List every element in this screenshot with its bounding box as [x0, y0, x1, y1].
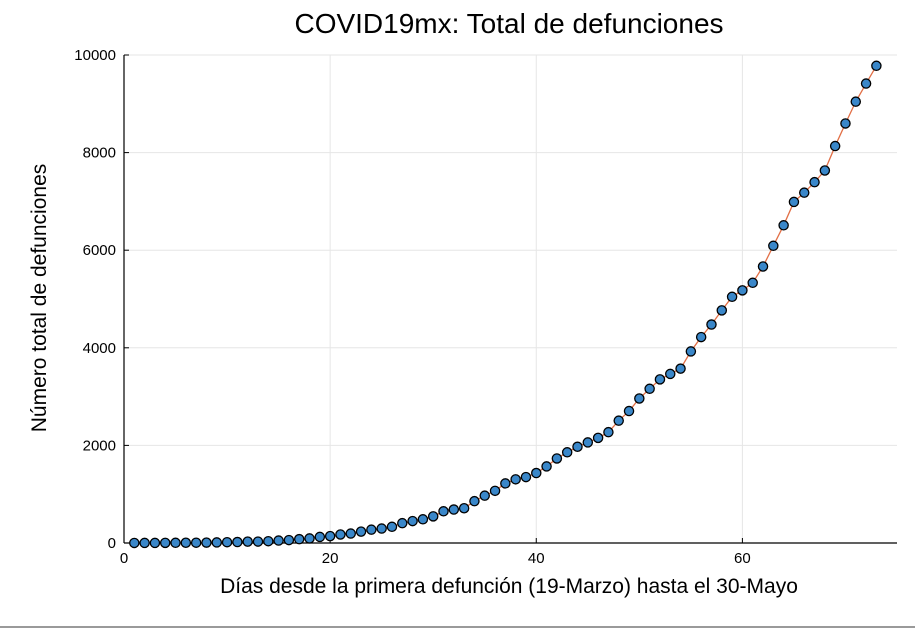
data-point [582, 437, 594, 448]
x-tick-label: 0 [120, 550, 128, 567]
data-point [665, 368, 676, 380]
data-point [417, 514, 429, 525]
data-point [768, 240, 779, 252]
data-point [572, 441, 583, 453]
data-point [293, 533, 305, 545]
data-point [510, 474, 521, 485]
data-point [685, 346, 697, 357]
x-tick-label: 40 [528, 550, 545, 567]
data-point [335, 529, 346, 540]
data-point [551, 453, 563, 464]
grid-lines [123, 54, 897, 544]
data-point [252, 536, 264, 547]
data-point [809, 176, 820, 188]
data-point [242, 536, 253, 547]
data-point [427, 511, 439, 522]
tick-labels: 0 20 40 60 0 2000 4000 6000 8000 10000 [74, 47, 750, 567]
data-point [232, 536, 243, 548]
data-point [386, 521, 398, 533]
data-point [778, 220, 789, 231]
data-point [819, 165, 831, 176]
data-point [757, 261, 769, 272]
data-point [695, 331, 707, 343]
data-point [273, 535, 284, 546]
data-point [324, 530, 336, 542]
x-tick-label: 20 [322, 550, 339, 567]
data-point [829, 140, 841, 152]
data-point [304, 533, 315, 544]
data-point [634, 393, 645, 404]
series-line [134, 65, 877, 544]
data-point [603, 426, 614, 438]
data-point [561, 447, 573, 458]
data-point [149, 537, 161, 549]
chart-title: COVID19mx: Total de defunciones [294, 8, 723, 39]
data-point [407, 515, 418, 527]
y-tick-label: 8000 [83, 145, 116, 162]
data-point [613, 415, 624, 426]
axes [123, 54, 897, 544]
data-point [139, 537, 150, 549]
x-tick-label: 60 [734, 550, 751, 567]
data-point [345, 528, 356, 539]
y-axis-label: Número total de defunciones [28, 164, 51, 433]
data-point [520, 471, 532, 483]
data-point [489, 485, 501, 497]
series-deaths [129, 60, 882, 549]
data-point [654, 374, 666, 385]
data-point [211, 537, 223, 548]
data-point [355, 526, 367, 537]
data-point [469, 495, 480, 507]
data-point [644, 383, 655, 395]
data-point [314, 531, 326, 543]
data-point [221, 536, 233, 548]
data-point [531, 467, 542, 479]
data-point [747, 277, 758, 289]
data-point [129, 537, 140, 549]
data-point [716, 305, 728, 316]
data-point [479, 490, 490, 501]
data-point [788, 196, 800, 208]
y-tick-label: 0 [108, 535, 116, 552]
data-point [201, 537, 212, 548]
y-tick-label: 6000 [83, 242, 116, 259]
data-point [860, 78, 872, 89]
data-point [366, 524, 377, 535]
y-tick-label: 2000 [83, 437, 116, 454]
data-point [376, 523, 387, 534]
data-point [675, 363, 686, 374]
data-point [541, 461, 552, 472]
y-tick-label: 4000 [83, 340, 116, 357]
x-axis-label: Días desde la primera defunción (19-Marz… [220, 575, 798, 598]
data-point [180, 537, 192, 549]
data-point [283, 534, 295, 546]
data-point [448, 504, 460, 515]
data-point [623, 405, 635, 417]
data-point [500, 478, 511, 489]
data-point [840, 118, 851, 129]
data-point [397, 517, 408, 529]
data-point [592, 432, 604, 444]
data-point [737, 285, 748, 296]
data-point [850, 96, 862, 107]
data-point [871, 60, 882, 72]
data-point [159, 537, 171, 549]
data-point [726, 291, 738, 303]
y-tick-label: 10000 [74, 47, 116, 64]
data-point [190, 537, 202, 548]
data-point [706, 319, 717, 330]
data-point [263, 535, 274, 547]
data-point [170, 537, 181, 549]
data-point [458, 503, 470, 514]
data-point [798, 187, 810, 198]
data-point [438, 506, 449, 517]
